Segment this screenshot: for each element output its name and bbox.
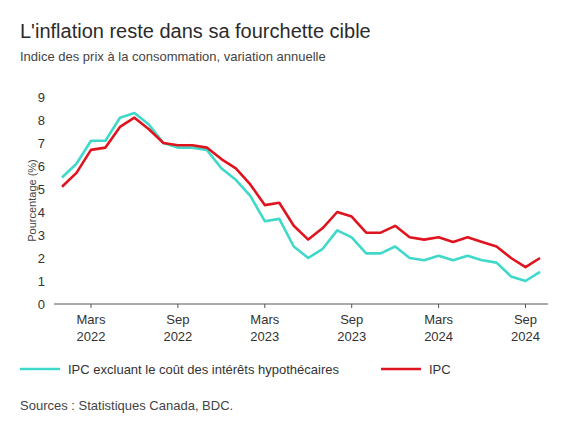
x-tick-label-line: Mars [77, 312, 106, 327]
x-tick-label-line: Mars [424, 312, 453, 327]
x-tick-label: Sep 2024 [511, 312, 540, 344]
y-tick [50, 258, 54, 259]
x-tick-label-line: Mars [250, 312, 279, 327]
title: L'inflation reste dans sa fourchette cib… [20, 20, 371, 42]
x-tick-label: Mars 2022 [77, 312, 106, 344]
y-tick [50, 143, 54, 144]
x-tick [525, 304, 526, 308]
legend-swatch [381, 368, 421, 371]
y-tick [50, 235, 54, 236]
x-tick-label-line: 2023 [250, 329, 279, 344]
x-tick [264, 304, 265, 308]
y-tick-label: 5 [38, 182, 45, 197]
x-tick [177, 304, 178, 308]
y-tick-label: 1 [38, 274, 45, 289]
y-tick-label: 3 [38, 228, 45, 243]
x-tick-label-line: 2022 [163, 329, 192, 344]
legend-label: IPC excluant le coût des intérêts hypoth… [68, 362, 339, 377]
y-tick-label: 2 [38, 251, 45, 266]
y-tick [50, 189, 54, 190]
y-tick [50, 304, 54, 305]
legend-swatch [20, 368, 60, 371]
x-tick-label-line: 2022 [77, 329, 106, 344]
y-tick-label: 7 [38, 136, 45, 151]
y-tick-label: 4 [38, 205, 45, 220]
x-tick-label: Mars 2023 [250, 312, 279, 344]
chart: L'inflation reste dans sa fourchette cib… [0, 0, 575, 431]
series-line [62, 118, 540, 268]
x-tick-label-line: 2024 [424, 329, 453, 344]
series-line [62, 113, 540, 281]
x-tick [351, 304, 352, 308]
x-axis-line [54, 304, 548, 305]
y-tick-label: 8 [38, 113, 45, 128]
y-tick [50, 120, 54, 121]
x-tick-label: Sep 2023 [337, 312, 366, 344]
x-tick-label-line: Sep [340, 312, 363, 327]
y-tick [50, 97, 54, 98]
y-tick [50, 212, 54, 213]
source: Sources : Statistiques Canada, BDC. [20, 398, 233, 413]
y-tick-label: 9 [38, 90, 45, 105]
y-tick [50, 166, 54, 167]
y-tick [50, 281, 54, 282]
y-tick-label: 6 [38, 159, 45, 174]
y-axis-label: Pourcentage (%) [26, 159, 38, 242]
x-tick-label-line: 2024 [511, 329, 540, 344]
x-tick-label-line: Sep [514, 312, 537, 327]
legend-label: IPC [429, 362, 451, 377]
series-group [62, 113, 540, 281]
x-tick-label-line: Sep [166, 312, 189, 327]
x-tick [438, 304, 439, 308]
y-tick-label: 0 [38, 297, 45, 312]
subtitle: Indice des prix à la consommation, varia… [20, 49, 326, 64]
x-tick [90, 304, 91, 308]
x-tick-label: Mars 2024 [424, 312, 453, 344]
x-tick-label: Sep 2022 [163, 312, 192, 344]
x-tick-label-line: 2023 [337, 329, 366, 344]
